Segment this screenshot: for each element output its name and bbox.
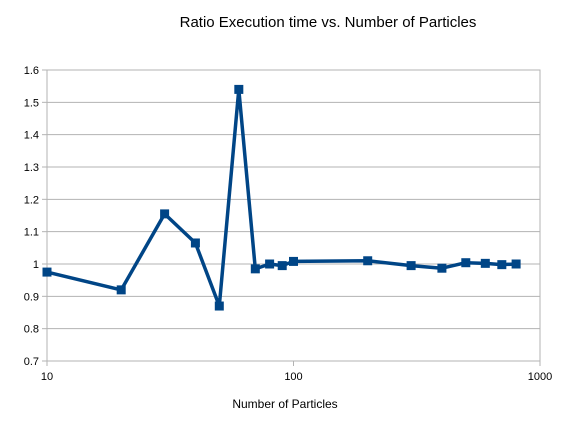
x-axis-label: Number of Particles [232, 397, 337, 411]
data-point-marker [480, 258, 490, 268]
y-tick-label: 1.3 [24, 162, 39, 174]
y-tick-label: 1.5 [24, 97, 39, 109]
series-line [46, 87, 517, 308]
x-tick-label: 100 [284, 371, 302, 383]
y-tick-label: 1 [33, 259, 39, 271]
y-axis-ticks: 0.7 0.8 0.9 1 1.1 1.2 1.3 1.4 1.5 1.6 [24, 65, 47, 368]
y-tick-label: 0.7 [24, 356, 39, 368]
data-point-marker [160, 209, 170, 219]
x-tick-label: 1000 [528, 371, 552, 383]
plot-area-frame [46, 69, 541, 362]
data-point-marker [289, 256, 298, 266]
data-point-marker [437, 263, 447, 273]
y-tick-label: 1.1 [24, 227, 39, 239]
data-point-marker [277, 261, 287, 271]
chart-title: Ratio Execution time vs. Number of Parti… [180, 14, 477, 31]
y-tick-label: 1.6 [24, 65, 39, 77]
x-tick-label: 10 [41, 371, 53, 383]
data-point-marker [116, 285, 126, 295]
y-tick-label: 0.8 [24, 324, 39, 336]
data-point-marker [511, 259, 521, 269]
data-point-marker [461, 258, 471, 268]
data-point-marker [42, 267, 52, 277]
data-point-marker [265, 259, 275, 269]
x-axis-ticks: 10 100 1000 [41, 361, 552, 383]
data-point-marker [406, 261, 416, 271]
y-tick-label: 0.9 [24, 291, 39, 303]
series-layer [42, 84, 521, 311]
data-point-marker [497, 260, 507, 270]
grid [47, 69, 540, 362]
data-point-marker [214, 301, 224, 311]
y-tick-label: 1.4 [24, 130, 39, 142]
y-tick-label: 1.2 [24, 194, 39, 206]
data-point-marker [190, 238, 200, 248]
data-point-marker [234, 84, 244, 94]
data-point-marker [250, 264, 260, 274]
data-point-marker [363, 256, 373, 266]
